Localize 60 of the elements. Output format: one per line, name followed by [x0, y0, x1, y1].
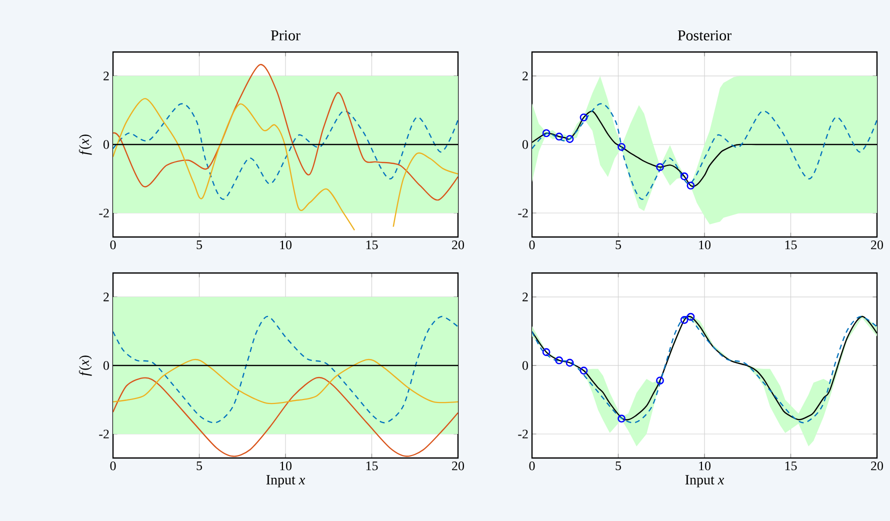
y-tick-label: 2	[104, 292, 109, 302]
y-tick-label: 2	[104, 72, 109, 80]
y-tick-label: -2	[99, 430, 109, 438]
point	[618, 414, 626, 423]
y-tick-label: 0	[103, 140, 109, 149]
x-tick-label: 10	[699, 462, 711, 470]
point	[555, 356, 564, 364]
line-series	[113, 64, 458, 201]
point	[656, 376, 664, 385]
x-tick-label: 20	[871, 240, 884, 250]
point	[656, 163, 664, 172]
point	[542, 348, 550, 356]
x-tick-label: 10	[280, 462, 292, 470]
point	[566, 358, 574, 367]
x-tick-label: 20	[452, 462, 464, 470]
x-tick-label: 10	[280, 240, 292, 250]
chart-title: Prior	[270, 30, 300, 40]
x-tick-label: 10	[699, 240, 711, 250]
line-series	[113, 358, 458, 404]
y-axis-title: f(x)	[78, 134, 92, 155]
y-tick-label: -2	[518, 430, 528, 438]
chart-title: Posterior	[678, 30, 732, 40]
point	[686, 182, 695, 190]
x-tick-label: 5	[196, 462, 202, 470]
point	[680, 316, 688, 324]
y-tick-label: 2	[522, 292, 528, 302]
y-axis-title: f(x)	[78, 356, 92, 376]
x-axis-title: Input x	[685, 475, 724, 488]
y-tick-label: 0	[522, 361, 528, 370]
point	[566, 135, 574, 143]
point	[680, 172, 688, 180]
point	[686, 312, 695, 321]
line-series	[113, 377, 458, 457]
x-tick-label: 0	[529, 240, 535, 250]
x-tick-label: 5	[196, 240, 202, 250]
line-series	[113, 316, 458, 424]
y-tick-label: -2	[99, 208, 109, 218]
x-axis-title: Input x	[266, 475, 306, 488]
y-tick-label: -2	[518, 208, 528, 218]
x-tick-label: 15	[785, 240, 797, 250]
point	[555, 132, 564, 141]
y-tick-label: 2	[522, 72, 528, 80]
x-tick-label: 20	[871, 462, 884, 470]
point	[542, 129, 550, 138]
x-tick-label: 0	[110, 240, 116, 250]
x-tick-label: 15	[366, 462, 378, 470]
y-tick-label: 0	[522, 140, 528, 149]
x-tick-label: 5	[616, 240, 621, 250]
x-tick-label: 5	[616, 462, 621, 470]
point	[580, 113, 588, 122]
x-tick-label: 20	[452, 240, 464, 250]
x-tick-label: 0	[529, 462, 535, 470]
point	[580, 366, 588, 375]
line-series	[532, 103, 878, 200]
y-tick-label: 0	[103, 361, 109, 370]
x-tick-label: 0	[110, 462, 116, 470]
x-tick-label: 15	[366, 240, 378, 250]
line-series	[113, 103, 458, 200]
point	[618, 142, 626, 151]
x-tick-label: 15	[785, 462, 797, 470]
